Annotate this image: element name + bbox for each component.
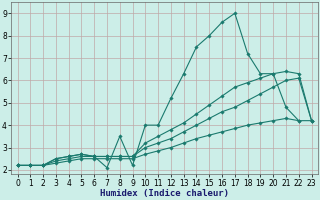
- X-axis label: Humidex (Indice chaleur): Humidex (Indice chaleur): [100, 189, 229, 198]
